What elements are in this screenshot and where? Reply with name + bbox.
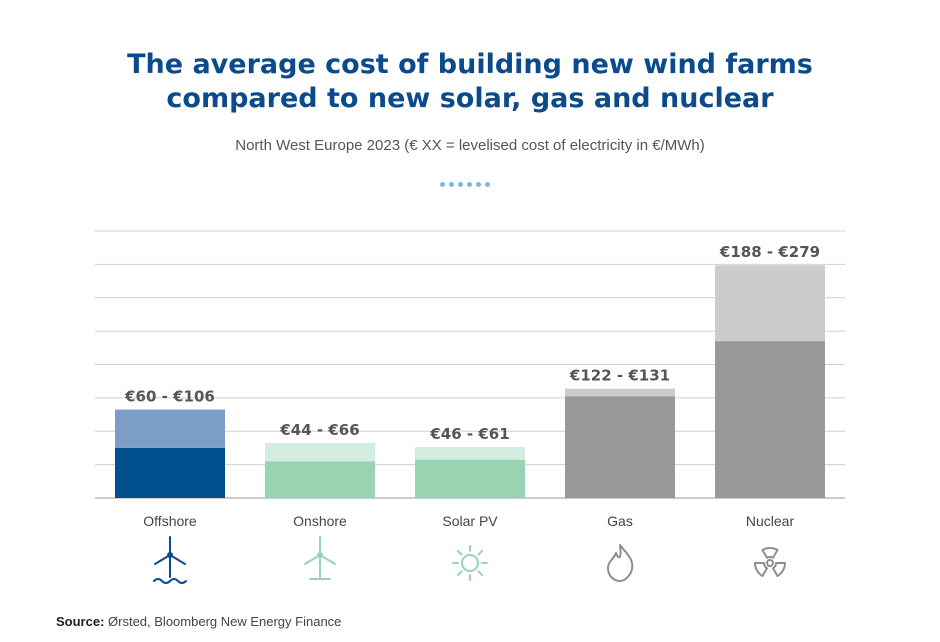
source-note: Source: Ørsted, Bloomberg New Energy Fin…: [56, 614, 341, 629]
onshore-wind-turbine-icon: [304, 536, 336, 580]
bar-range-gas: [565, 388, 675, 397]
radiation-icon: [754, 547, 786, 577]
data-label: €44 - €66: [279, 421, 359, 439]
bar-range-onshore: [265, 442, 375, 462]
bar-low-gas: [565, 396, 675, 498]
source-label: Source:: [56, 614, 105, 629]
chart-title: The average cost of building new wind fa…: [0, 48, 940, 116]
data-label: €188 - €279: [719, 243, 820, 261]
category-label: Offshore: [143, 513, 197, 529]
bar-range-solar-pv: [415, 447, 525, 460]
category-label: Onshore: [293, 513, 347, 529]
source-text: Ørsted, Bloomberg New Energy Finance: [104, 614, 342, 629]
bar-range-offshore: [115, 409, 225, 448]
category-label: Solar PV: [442, 513, 498, 529]
bar-chart: €60 - €106 Offshore €44 - €66 Onshore €46 - …: [95, 230, 845, 584]
bar-low-nuclear: [715, 341, 825, 498]
bar-low-offshore: [115, 447, 225, 498]
bar-range-nuclear: [715, 265, 825, 342]
chart-title-line-1: The average cost of building new wind fa…: [127, 49, 813, 80]
flame-icon: [607, 544, 634, 582]
bar-low-onshore: [265, 461, 375, 498]
sun-icon: [452, 545, 488, 581]
offshore-wind-turbine-icon: [153, 536, 187, 584]
decorative-dots: [440, 182, 490, 187]
bar-low-solar-pv: [415, 459, 525, 498]
chart-title-line-2: compared to new solar, gas and nuclear: [166, 83, 774, 114]
data-label: €122 - €131: [569, 367, 670, 385]
data-label: €60 - €106: [124, 388, 215, 406]
chart-subtitle: North West Europe 2023 (€ XX = levelised…: [235, 137, 705, 154]
category-label: Nuclear: [746, 513, 795, 529]
category-label: Gas: [607, 513, 633, 529]
data-label: €46 - €61: [429, 425, 509, 443]
